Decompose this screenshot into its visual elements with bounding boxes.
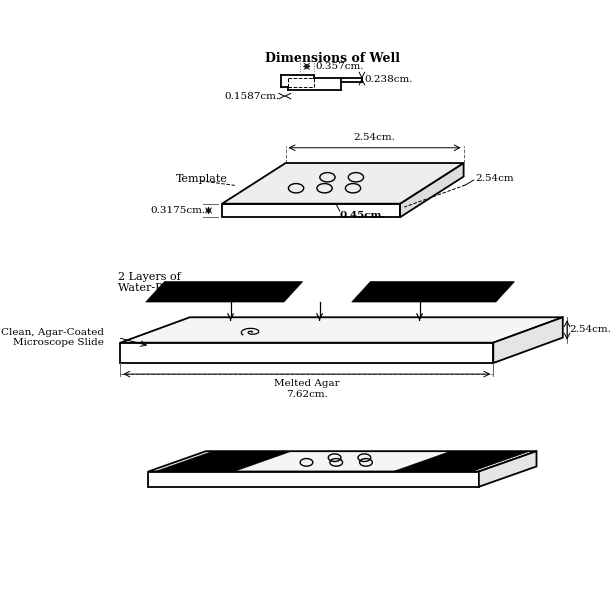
Polygon shape [400, 163, 464, 217]
Polygon shape [222, 203, 400, 217]
Text: 0.1587cm.: 0.1587cm. [225, 91, 280, 101]
Polygon shape [393, 451, 530, 471]
Text: 0.3175cm.: 0.3175cm. [151, 206, 206, 215]
Polygon shape [493, 317, 563, 363]
Text: Melted Agar
7.62cm.: Melted Agar 7.62cm. [274, 379, 340, 398]
Text: 0.357cm.: 0.357cm. [315, 62, 364, 71]
Polygon shape [222, 163, 464, 203]
Polygon shape [148, 451, 537, 471]
Text: Clean, Agar-Coated
Microscope Slide: Clean, Agar-Coated Microscope Slide [1, 328, 104, 347]
Polygon shape [352, 282, 515, 302]
Text: 0.238cm.: 0.238cm. [365, 75, 413, 84]
Text: 2.54cm: 2.54cm [476, 174, 514, 183]
Polygon shape [155, 451, 292, 471]
Polygon shape [146, 282, 302, 302]
Text: 0.45cm.: 0.45cm. [340, 211, 386, 220]
Polygon shape [479, 451, 537, 487]
Text: 2.54cm.: 2.54cm. [570, 326, 611, 334]
Polygon shape [148, 471, 479, 487]
Text: Template: Template [176, 174, 227, 184]
Polygon shape [121, 317, 563, 343]
Polygon shape [121, 343, 493, 363]
Text: 2.54cm.: 2.54cm. [354, 133, 395, 142]
Text: 2 Layers of
Water-Proof Tape: 2 Layers of Water-Proof Tape [118, 272, 215, 294]
Text: Dimensions of Well: Dimensions of Well [265, 52, 400, 65]
